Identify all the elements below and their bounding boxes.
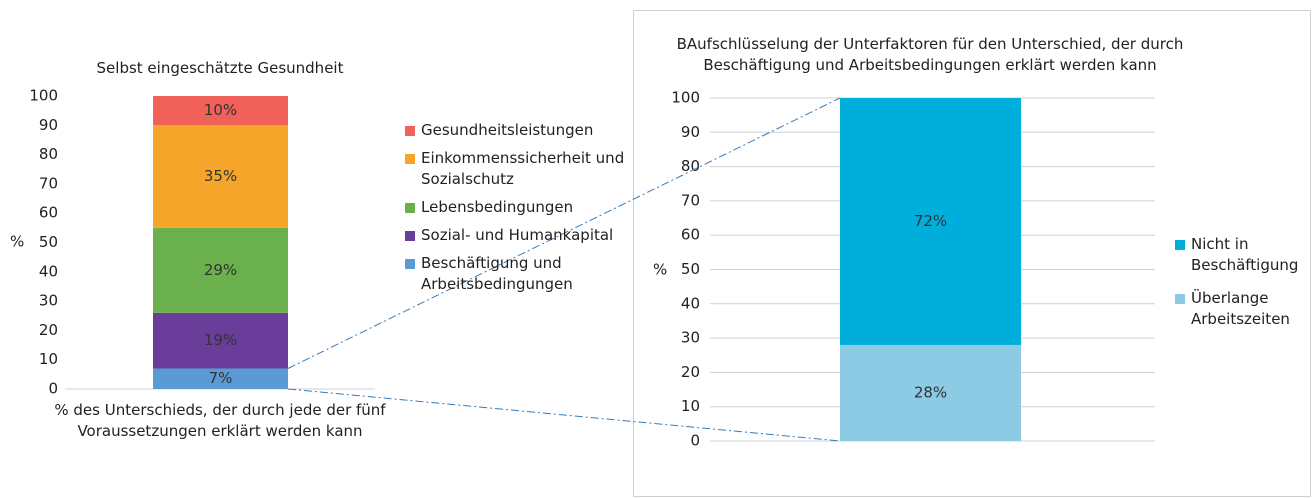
legend-label: Lebensbedingungen <box>421 198 574 216</box>
data-label: 28% <box>914 383 947 401</box>
legend-swatch <box>1175 294 1185 304</box>
bar-segment <box>153 312 288 369</box>
bar-segment <box>153 227 288 313</box>
chart-frame <box>633 10 1311 497</box>
y-tick-label: 60 <box>681 226 700 244</box>
legend-swatch <box>405 126 415 136</box>
y-tick-label: 100 <box>29 87 58 105</box>
bar-segment <box>153 368 288 389</box>
legend-label: Beschäftigung und Arbeitsbedingungen <box>421 254 573 293</box>
data-label: 19% <box>204 331 237 349</box>
legend-label: Sozial- und Humankapital <box>421 226 614 244</box>
y-tick-label: 50 <box>681 260 700 278</box>
y-tick-label: 100 <box>671 89 700 107</box>
y-tick-label: 20 <box>681 363 700 381</box>
legend-label: Gesundheitsleistungen <box>421 121 594 139</box>
legend-label: Überlange Arbeitszeiten <box>1191 289 1290 328</box>
data-label: 10% <box>204 101 237 119</box>
y-tick-label: 50 <box>39 233 58 251</box>
data-label: 29% <box>204 261 237 279</box>
legend-swatch <box>405 203 415 213</box>
y-tick-label: 0 <box>690 432 700 450</box>
y-tick-label: 40 <box>681 294 700 312</box>
legend-label: Nicht in Beschäftigung <box>1191 235 1299 274</box>
data-label: 72% <box>914 212 947 230</box>
y-tick-label: 70 <box>681 191 700 209</box>
legend-label: Einkommenssicherheit und Sozialschutz <box>421 149 625 188</box>
legend-swatch <box>405 259 415 269</box>
y-tick-label: 80 <box>681 157 700 175</box>
connector <box>287 97 841 369</box>
y-tick-label: 30 <box>39 292 58 310</box>
bar-segment <box>840 344 1021 441</box>
chart-title: BAufschlüsselung der Unterfaktoren für d… <box>676 35 1184 74</box>
bar-segment <box>840 98 1021 345</box>
data-label: 7% <box>209 369 233 387</box>
y-tick-label: 90 <box>39 116 58 134</box>
y-tick-label: 70 <box>39 174 58 192</box>
legend-swatch <box>405 154 415 164</box>
y-tick-label: 10 <box>39 350 58 368</box>
chart-title: Selbst eingeschätzte Gesundheit <box>96 59 344 77</box>
y-tick-label: 30 <box>681 329 700 347</box>
y-tick-label: 20 <box>39 321 58 339</box>
y-tick-label: 10 <box>681 397 700 415</box>
x-axis-label: % des Unterschieds, der durch jede der f… <box>54 401 386 440</box>
legend-swatch <box>405 231 415 241</box>
bar-segment <box>153 125 288 228</box>
data-label: 35% <box>204 167 237 185</box>
y-tick-label: 80 <box>39 145 58 163</box>
bar-segment <box>153 96 288 126</box>
y-axis-label: % <box>653 261 667 279</box>
legend-swatch <box>1175 240 1185 250</box>
y-tick-label: 60 <box>39 204 58 222</box>
y-axis-label: % <box>10 233 24 251</box>
y-tick-label: 0 <box>48 380 58 398</box>
y-tick-label: 90 <box>681 123 700 141</box>
connector <box>287 388 841 442</box>
y-tick-label: 40 <box>39 262 58 280</box>
